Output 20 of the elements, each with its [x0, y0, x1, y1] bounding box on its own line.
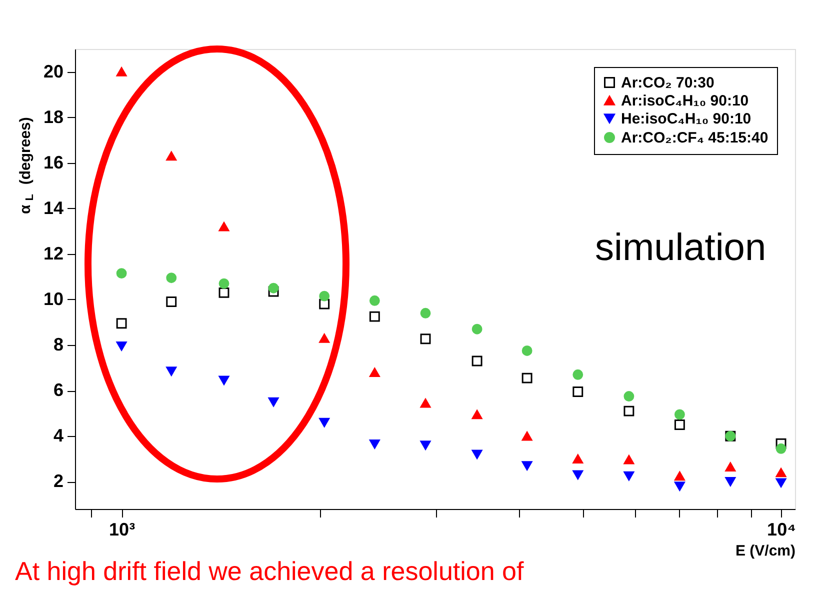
y-tick-label: 20 — [43, 61, 64, 82]
x-tick-label: 10³ — [109, 520, 136, 540]
y-tick-label: 6 — [53, 380, 64, 400]
y-tick-label: 10 — [43, 288, 64, 309]
x-tick-label: 10⁴ — [767, 520, 796, 540]
y-tick-label: 4 — [53, 426, 64, 446]
legend-label: Ar:isoC₄H₁₀ 90:10 — [621, 92, 749, 110]
legend-label: He:isoC₄H₁₀ 90:10 — [621, 110, 752, 128]
y-tick-label: 8 — [53, 334, 64, 355]
annotation: simulation — [595, 227, 766, 269]
y-tick-label: 16 — [43, 152, 64, 172]
legend-label: Ar:CO₂:CF₄ 45:15:40 — [621, 130, 768, 146]
legend-label: Ar:CO₂ 70:30 — [621, 74, 714, 92]
y-tick-label: 14 — [43, 198, 64, 218]
y-axis-title: αL (degrees) — [17, 117, 36, 214]
text: At high drift field we achieved a resolution of — [15, 556, 525, 586]
x-axis-title: E (V/cm) — [735, 542, 796, 560]
y-tick-label: 2 — [53, 471, 64, 492]
y-tick-label: 12 — [43, 243, 64, 264]
y-tick-label: 18 — [43, 106, 64, 127]
